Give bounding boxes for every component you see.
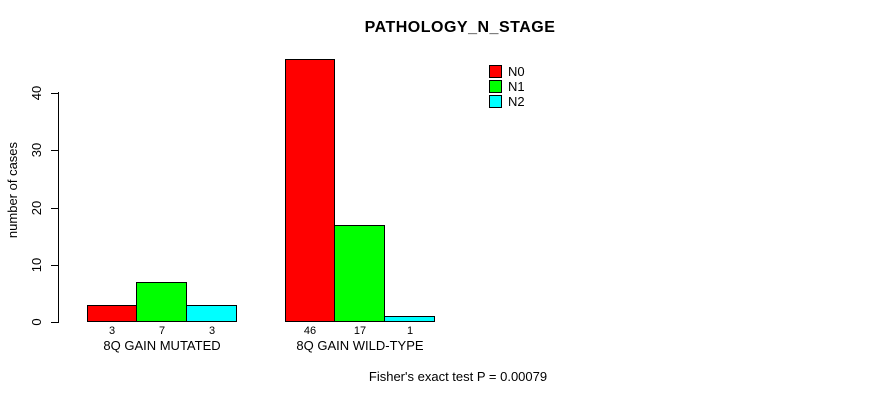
y-axis-label: number of cases [5,141,20,239]
legend-swatch-N0 [489,65,502,78]
y-axis-line [58,92,59,323]
legend-label: N0 [508,64,525,79]
bar-N0-group2 [285,59,335,322]
bar-value-label: 46 [303,325,317,337]
bar-N2-group1 [186,305,237,322]
bar-value-label: 3 [108,325,116,337]
x-category-label: 8Q GAIN WILD-TYPE [296,338,424,353]
y-tick-label: 40 [29,85,44,101]
y-tick [51,208,58,209]
bar-value-label: 7 [158,325,166,337]
y-tick-label: 20 [29,200,44,216]
y-tick-label: 30 [29,142,44,158]
x-category-label: 8Q GAIN MUTATED [103,338,221,353]
bar-value-label: 17 [353,325,367,337]
chart-title: PATHOLOGY_N_STAGE [364,19,556,36]
y-tick [51,93,58,94]
bar-N0-group1 [87,305,137,322]
bar-value-label: 1 [406,325,414,337]
y-tick-label: 10 [29,257,44,273]
bar-N1-group1 [136,282,187,322]
legend-item: N1 [489,79,525,94]
pvalue-annotation: Fisher's exact test P = 0.00079 [368,369,548,384]
legend-label: N2 [508,94,525,109]
y-tick [51,322,58,323]
legend-label: N1 [508,79,525,94]
bar-value-label: 3 [208,325,216,337]
y-tick [51,150,58,151]
legend-item: N2 [489,94,525,109]
legend-swatch-N2 [489,95,502,108]
legend: N0 N1 N2 [489,64,525,109]
y-tick [51,265,58,266]
bar-N1-group2 [334,225,385,322]
legend-item: N0 [489,64,525,79]
y-tick-label: 0 [29,318,44,326]
legend-swatch-N1 [489,80,502,93]
bar-N2-group2 [384,316,435,322]
